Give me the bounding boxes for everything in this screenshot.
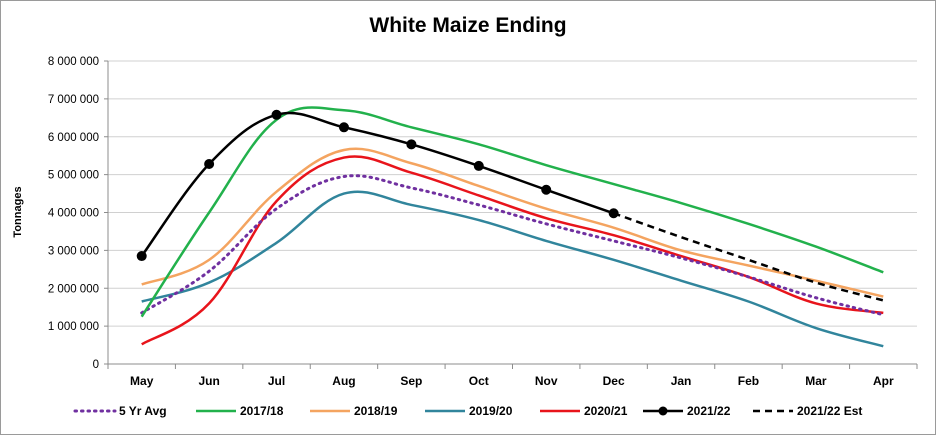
y-tick-label: 1 000 000 <box>48 321 99 333</box>
y-tick-label: 0 <box>93 359 99 371</box>
x-tick-label: Jul <box>268 374 285 388</box>
chart-title: White Maize Ending <box>369 14 567 37</box>
legend-label-2020-21: 2020/21 <box>584 404 628 418</box>
data-point-2021-22 <box>473 160 484 171</box>
y-tick-label: 8 000 000 <box>48 56 99 68</box>
y-tick-label: 4 000 000 <box>48 208 99 220</box>
legend-label-2019-20: 2019/20 <box>469 404 513 418</box>
x-tick-label: Sep <box>400 374 422 388</box>
legend-label-2021-22-est: 2021/22 Est <box>797 404 862 418</box>
series-markers <box>136 109 619 262</box>
x-tick-label: Jan <box>671 374 692 388</box>
x-tick-label: Aug <box>332 374 355 388</box>
x-tick-label: Oct <box>469 374 489 388</box>
x-tick-labels: May Jun Jul Aug Sep Oct Nov Dec Jan Feb Mar Apr <box>130 374 894 388</box>
y-tick-label: 3 000 000 <box>48 245 99 257</box>
series-line-2019-20 <box>141 190 884 348</box>
series-line-2021-22 <box>140 111 615 257</box>
x-tick-label: Nov <box>535 374 558 388</box>
y-tick-label: 7 000 000 <box>48 94 99 106</box>
series-line-5-yr-avg <box>140 174 885 317</box>
x-tick-label: Jun <box>198 374 219 388</box>
series-lines <box>140 106 885 348</box>
data-point-2021-22 <box>204 159 215 170</box>
x-tick-label: Feb <box>738 374 759 388</box>
x-tick-label: Mar <box>805 374 827 388</box>
legend-marker-2021-22 <box>658 406 668 416</box>
data-point-2021-22 <box>608 208 619 219</box>
legend: 5 Yr Avg 2017/18 2018/19 2019/20 2020/21 2021… <box>73 404 862 418</box>
x-tick-label: Dec <box>603 374 625 388</box>
data-point-2021-22 <box>406 139 417 150</box>
y-tick-label: 2 000 000 <box>48 283 99 295</box>
legend-label-2017-18: 2017/18 <box>240 404 284 418</box>
data-point-2021-22 <box>136 251 147 262</box>
y-tick-labels: 0 1 000 000 2 000 000 3 000 000 4 000 000 5 0… <box>48 56 99 371</box>
gridlines <box>108 60 917 327</box>
y-tick-label: 6 000 000 <box>48 132 99 144</box>
series-line-2018-19 <box>141 147 884 298</box>
legend-label-2018-19: 2018/19 <box>354 404 398 418</box>
x-tick-label: May <box>130 374 154 388</box>
axes <box>104 60 918 369</box>
data-point-2021-22 <box>338 122 349 133</box>
legend-label-2021-22: 2021/22 <box>687 404 731 418</box>
data-point-2021-22 <box>541 184 552 195</box>
y-tick-label: 5 000 000 <box>48 170 99 182</box>
series-line-2017-18 <box>140 106 884 318</box>
data-point-2021-22 <box>271 109 282 120</box>
legend-label-5-yr-avg: 5 Yr Avg <box>119 404 167 418</box>
x-tick-label: Apr <box>873 374 894 388</box>
